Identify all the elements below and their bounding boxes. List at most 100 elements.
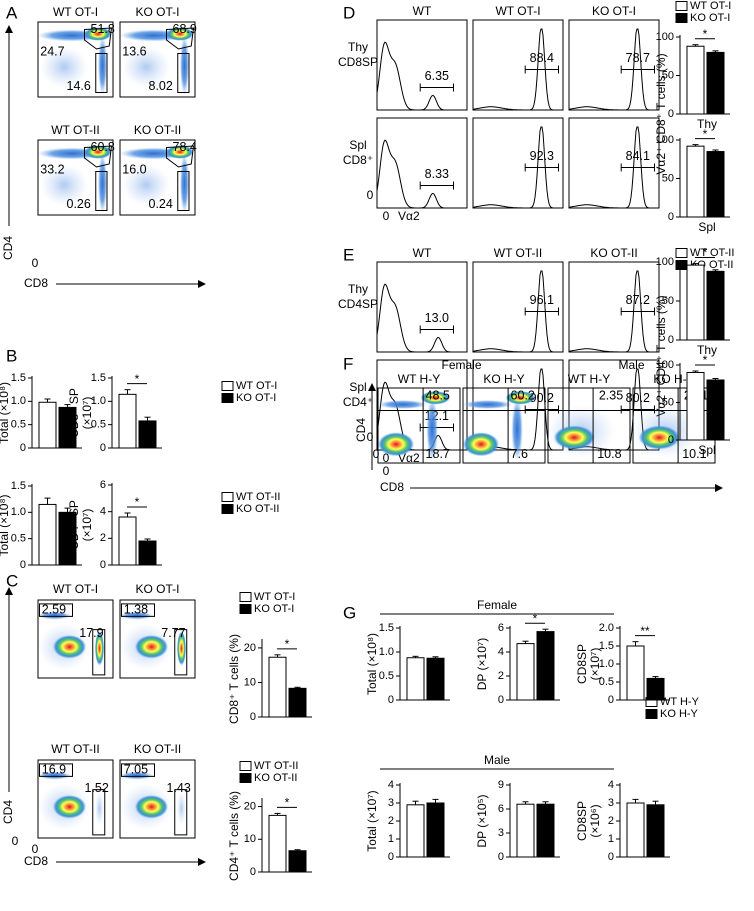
gate: [174, 789, 188, 836]
plot-frame: [376, 261, 468, 353]
x-axis-label: Thy: [697, 343, 717, 357]
y-tick-label: 100: [656, 359, 674, 371]
legend-swatch: [221, 381, 234, 391]
plot-frame: [119, 599, 196, 679]
histogram: [568, 126, 659, 209]
gate-label: 10.8: [597, 447, 621, 461]
y-tick-label: 1.5: [11, 372, 26, 384]
density: [53, 635, 86, 659]
legend-label: WT OT-II: [254, 760, 298, 772]
gate-label: 60.8: [91, 140, 115, 154]
legend-swatch: [239, 604, 252, 614]
y-tick-label: 1: [608, 833, 614, 845]
x-axis-label: Spl: [698, 220, 715, 234]
axis-label: CD8: [24, 276, 48, 290]
gate-label: 84.1: [626, 149, 650, 163]
y-tick-label: 0: [668, 434, 674, 446]
panel-label: C: [6, 571, 18, 590]
gate-label: 6.35: [425, 69, 449, 83]
panel-label: B: [6, 346, 17, 365]
gate: [177, 171, 190, 211]
y-tick-label: 2: [100, 532, 106, 544]
y-tick-label: 50: [662, 295, 674, 307]
plot-frame: [37, 21, 114, 98]
error-bar: [712, 149, 719, 152]
gate: [95, 53, 108, 93]
error-bar: [712, 269, 719, 272]
gate-label: 10.1: [682, 447, 706, 461]
legend-swatch: [675, 13, 688, 23]
legend-swatch: [239, 773, 252, 783]
density: [84, 27, 112, 41]
legend-label: WT H-Y: [660, 696, 700, 708]
axis-label: Vα2: [398, 209, 420, 223]
axis-origin: 0: [32, 256, 39, 270]
y-axis-label: (×10⁷): [588, 648, 602, 681]
error-bar: [412, 655, 419, 658]
bar: [536, 631, 555, 701]
plot-title: KO H-Y: [653, 372, 694, 386]
gate-label: 18.7: [426, 447, 450, 461]
gate-label: 88.4: [530, 51, 554, 65]
y-axis-label: CD8SP: [575, 801, 589, 841]
row-label: Spl: [349, 380, 366, 394]
axis-origin: 0: [373, 447, 380, 461]
y-tick-label: 0: [100, 559, 106, 571]
density: [426, 397, 438, 461]
legend-label: WT OT-II: [236, 491, 280, 503]
column-title: WT: [413, 4, 432, 18]
panel-label: F: [343, 354, 353, 373]
panel-label: G: [343, 603, 356, 622]
error-bar: [124, 512, 131, 517]
bar: [646, 677, 665, 701]
plot-frame: [37, 759, 114, 839]
bar: [38, 503, 57, 566]
y-tick-label: 10: [244, 676, 256, 688]
density: [120, 771, 153, 780]
plot-frame: [37, 139, 114, 216]
bar: [406, 657, 425, 701]
bar: [38, 401, 57, 449]
y-tick-label: 2.0: [599, 622, 614, 634]
density: [177, 631, 186, 666]
panel-label: D: [343, 3, 355, 22]
significance-label: *: [703, 127, 708, 141]
error-bar: [432, 656, 439, 659]
y-tick-label: 0: [498, 851, 504, 863]
legend-swatch: [221, 393, 234, 403]
y-tick-label: 0: [20, 442, 26, 454]
density: [180, 35, 189, 96]
row-label: CD8SP: [338, 55, 378, 69]
density: [166, 27, 194, 41]
plot-frame: [547, 387, 631, 464]
y-axis-label: (×10⁶): [588, 804, 602, 837]
axis-label: CD8: [380, 480, 404, 494]
plot-frame: [462, 387, 546, 464]
gate: [177, 53, 190, 93]
bar: [706, 51, 725, 115]
bar: [686, 264, 705, 341]
y-tick-label: 10: [244, 833, 256, 845]
density: [638, 425, 680, 450]
bar: [686, 145, 705, 218]
y-tick-label: 0: [100, 442, 106, 454]
significance-label: *: [703, 353, 708, 367]
y-tick-label: 1: [388, 833, 394, 845]
plot-title: KO OT-I: [135, 582, 179, 596]
y-axis-label: DP (×10⁷): [475, 638, 489, 690]
density: [511, 397, 523, 461]
axis-origin: 0: [32, 842, 39, 856]
plot-title: WT OT-II: [51, 123, 99, 137]
density: [463, 400, 513, 409]
bar: [646, 804, 665, 858]
error-bar: [294, 849, 301, 851]
y-tick-label: 1.5: [91, 372, 106, 384]
plot-title: WT OT-I: [53, 5, 98, 19]
plot-frame: [568, 19, 660, 111]
gate-label: 0.24: [149, 197, 173, 211]
legend-swatch: [675, 1, 688, 11]
significance-label: **: [640, 624, 650, 638]
y-tick-label: 0: [388, 694, 394, 706]
histogram: [376, 283, 467, 353]
histogram: [568, 270, 659, 353]
